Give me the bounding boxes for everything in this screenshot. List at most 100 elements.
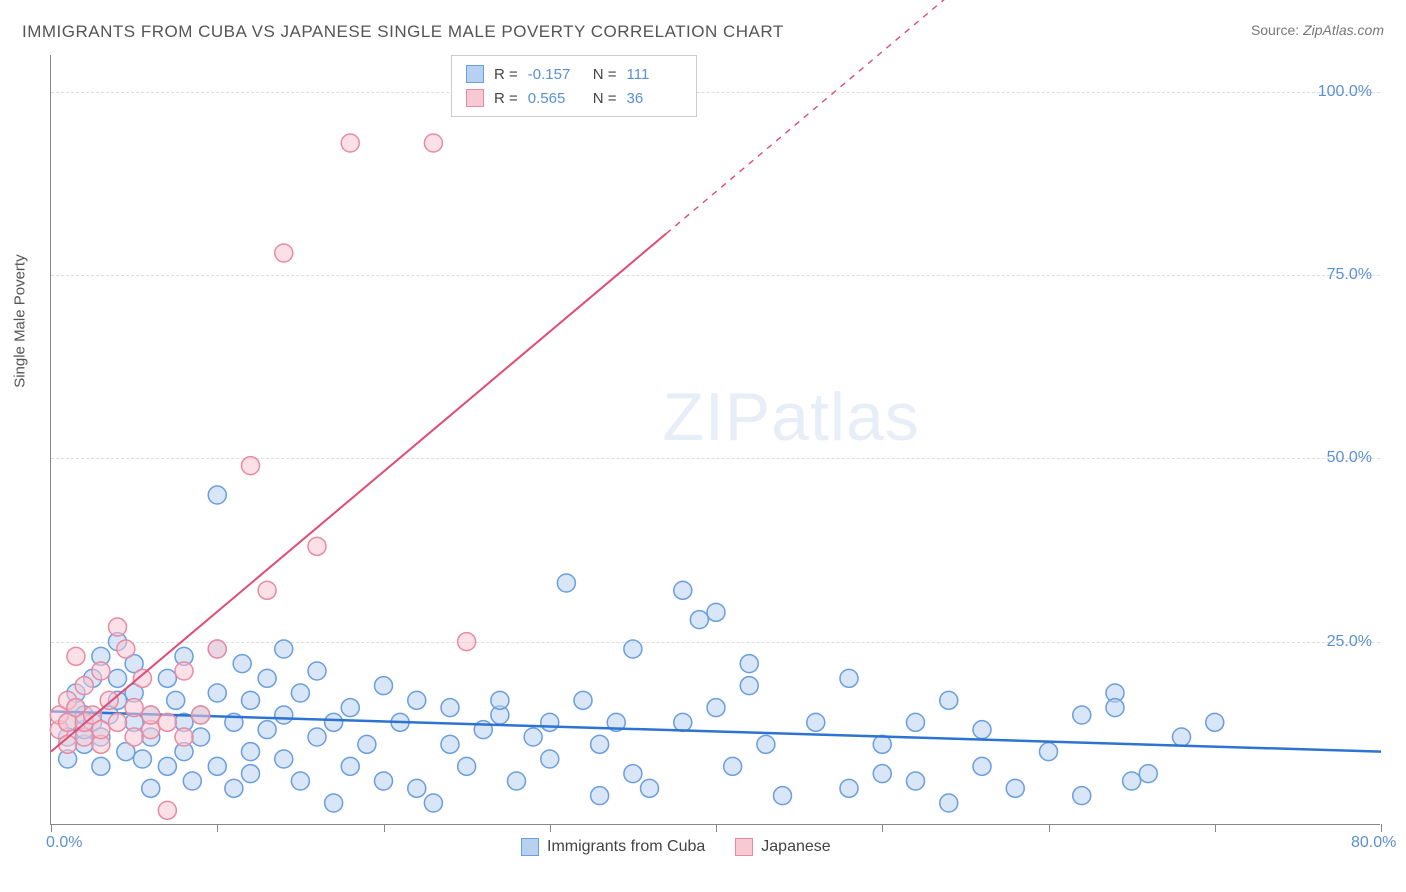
scatter-point xyxy=(707,603,725,621)
legend-label-1: Japanese xyxy=(761,838,830,856)
scatter-point xyxy=(408,691,426,709)
x-tick xyxy=(1215,824,1216,832)
scatter-point xyxy=(275,706,293,724)
scatter-point xyxy=(674,581,692,599)
scatter-point xyxy=(158,757,176,775)
scatter-point xyxy=(242,457,260,475)
x-tick-label: 0.0% xyxy=(46,834,82,852)
scatter-point xyxy=(308,537,326,555)
scatter-point xyxy=(424,794,442,812)
source-attribution: Source: ZipAtlas.com xyxy=(1251,22,1384,38)
scatter-point xyxy=(158,669,176,687)
scatter-point xyxy=(325,794,343,812)
scatter-point xyxy=(541,750,559,768)
scatter-point xyxy=(208,486,226,504)
scatter-point xyxy=(125,699,143,717)
scatter-point xyxy=(92,662,110,680)
scatter-point xyxy=(940,691,958,709)
swatch-series-0 xyxy=(466,65,484,83)
plot-area: ZIPatlas 25.0%50.0%75.0%100.0% 0.0%80.0%… xyxy=(50,55,1380,825)
scatter-point xyxy=(907,772,925,790)
r-label-1: R = xyxy=(494,90,518,107)
scatter-point xyxy=(624,765,642,783)
trend-line xyxy=(51,234,666,752)
chart-title: IMMIGRANTS FROM CUBA VS JAPANESE SINGLE … xyxy=(22,22,784,42)
scatter-point xyxy=(1139,765,1157,783)
n-label-0: N = xyxy=(593,66,617,83)
scatter-point xyxy=(225,779,243,797)
scatter-point xyxy=(724,757,742,775)
scatter-point xyxy=(557,574,575,592)
scatter-point xyxy=(233,655,251,673)
x-tick xyxy=(217,824,218,832)
x-tick xyxy=(1049,824,1050,832)
scatter-point xyxy=(258,669,276,687)
scatter-point xyxy=(458,757,476,775)
x-tick xyxy=(384,824,385,832)
scatter-point xyxy=(591,735,609,753)
n-label-1: N = xyxy=(593,90,617,107)
scatter-point xyxy=(840,669,858,687)
x-tick xyxy=(716,824,717,832)
legend-item-series-1: Japanese xyxy=(735,838,830,856)
scatter-point xyxy=(109,669,127,687)
stats-legend-box: R = -0.157 N = 111 R = 0.565 N = 36 xyxy=(451,55,697,117)
x-tick xyxy=(550,824,551,832)
scatter-point xyxy=(92,757,110,775)
n-value-0: 111 xyxy=(627,66,682,83)
scatter-point xyxy=(807,713,825,731)
scatter-point xyxy=(973,757,991,775)
scatter-point xyxy=(424,134,442,152)
scatter-point xyxy=(840,779,858,797)
scatter-point xyxy=(117,640,135,658)
scatter-point xyxy=(100,691,118,709)
scatter-point xyxy=(341,757,359,775)
source-label: Source: xyxy=(1251,22,1299,38)
scatter-point xyxy=(358,735,376,753)
scatter-point xyxy=(1006,779,1024,797)
scatter-point xyxy=(133,750,151,768)
scatter-point xyxy=(125,728,143,746)
source-name: ZipAtlas.com xyxy=(1303,22,1384,38)
x-tick xyxy=(1381,824,1382,832)
scatter-point xyxy=(291,684,309,702)
scatter-point xyxy=(873,765,891,783)
scatter-point xyxy=(208,640,226,658)
scatter-point xyxy=(242,743,260,761)
scatter-point xyxy=(92,721,110,739)
chart-container: IMMIGRANTS FROM CUBA VS JAPANESE SINGLE … xyxy=(0,0,1406,892)
scatter-point xyxy=(757,735,775,753)
scatter-point xyxy=(591,787,609,805)
legend-label-0: Immigrants from Cuba xyxy=(547,838,705,856)
scatter-point xyxy=(491,691,509,709)
scatter-point xyxy=(458,633,476,651)
scatter-point xyxy=(441,735,459,753)
scatter-point xyxy=(740,655,758,673)
scatter-point xyxy=(291,772,309,790)
scatter-point xyxy=(740,677,758,695)
r-value-0: -0.157 xyxy=(528,66,583,83)
scatter-point xyxy=(325,713,343,731)
scatter-point xyxy=(1173,728,1191,746)
scatter-point xyxy=(258,581,276,599)
legend-swatch-0 xyxy=(521,838,539,856)
scatter-point xyxy=(375,772,393,790)
scatter-point xyxy=(183,772,201,790)
r-value-1: 0.565 xyxy=(528,90,583,107)
scatter-point xyxy=(641,779,659,797)
scatter-point xyxy=(242,691,260,709)
scatter-point xyxy=(973,721,991,739)
scatter-point xyxy=(441,699,459,717)
scatter-point xyxy=(158,713,176,731)
scatter-point xyxy=(1040,743,1058,761)
scatter-point xyxy=(341,699,359,717)
x-tick xyxy=(882,824,883,832)
x-tick xyxy=(51,824,52,832)
legend-item-series-0: Immigrants from Cuba xyxy=(521,838,705,856)
scatter-point xyxy=(707,699,725,717)
swatch-series-1 xyxy=(466,89,484,107)
scatter-point xyxy=(674,713,692,731)
scatter-point xyxy=(508,772,526,790)
scatter-point xyxy=(907,713,925,731)
scatter-point xyxy=(940,794,958,812)
